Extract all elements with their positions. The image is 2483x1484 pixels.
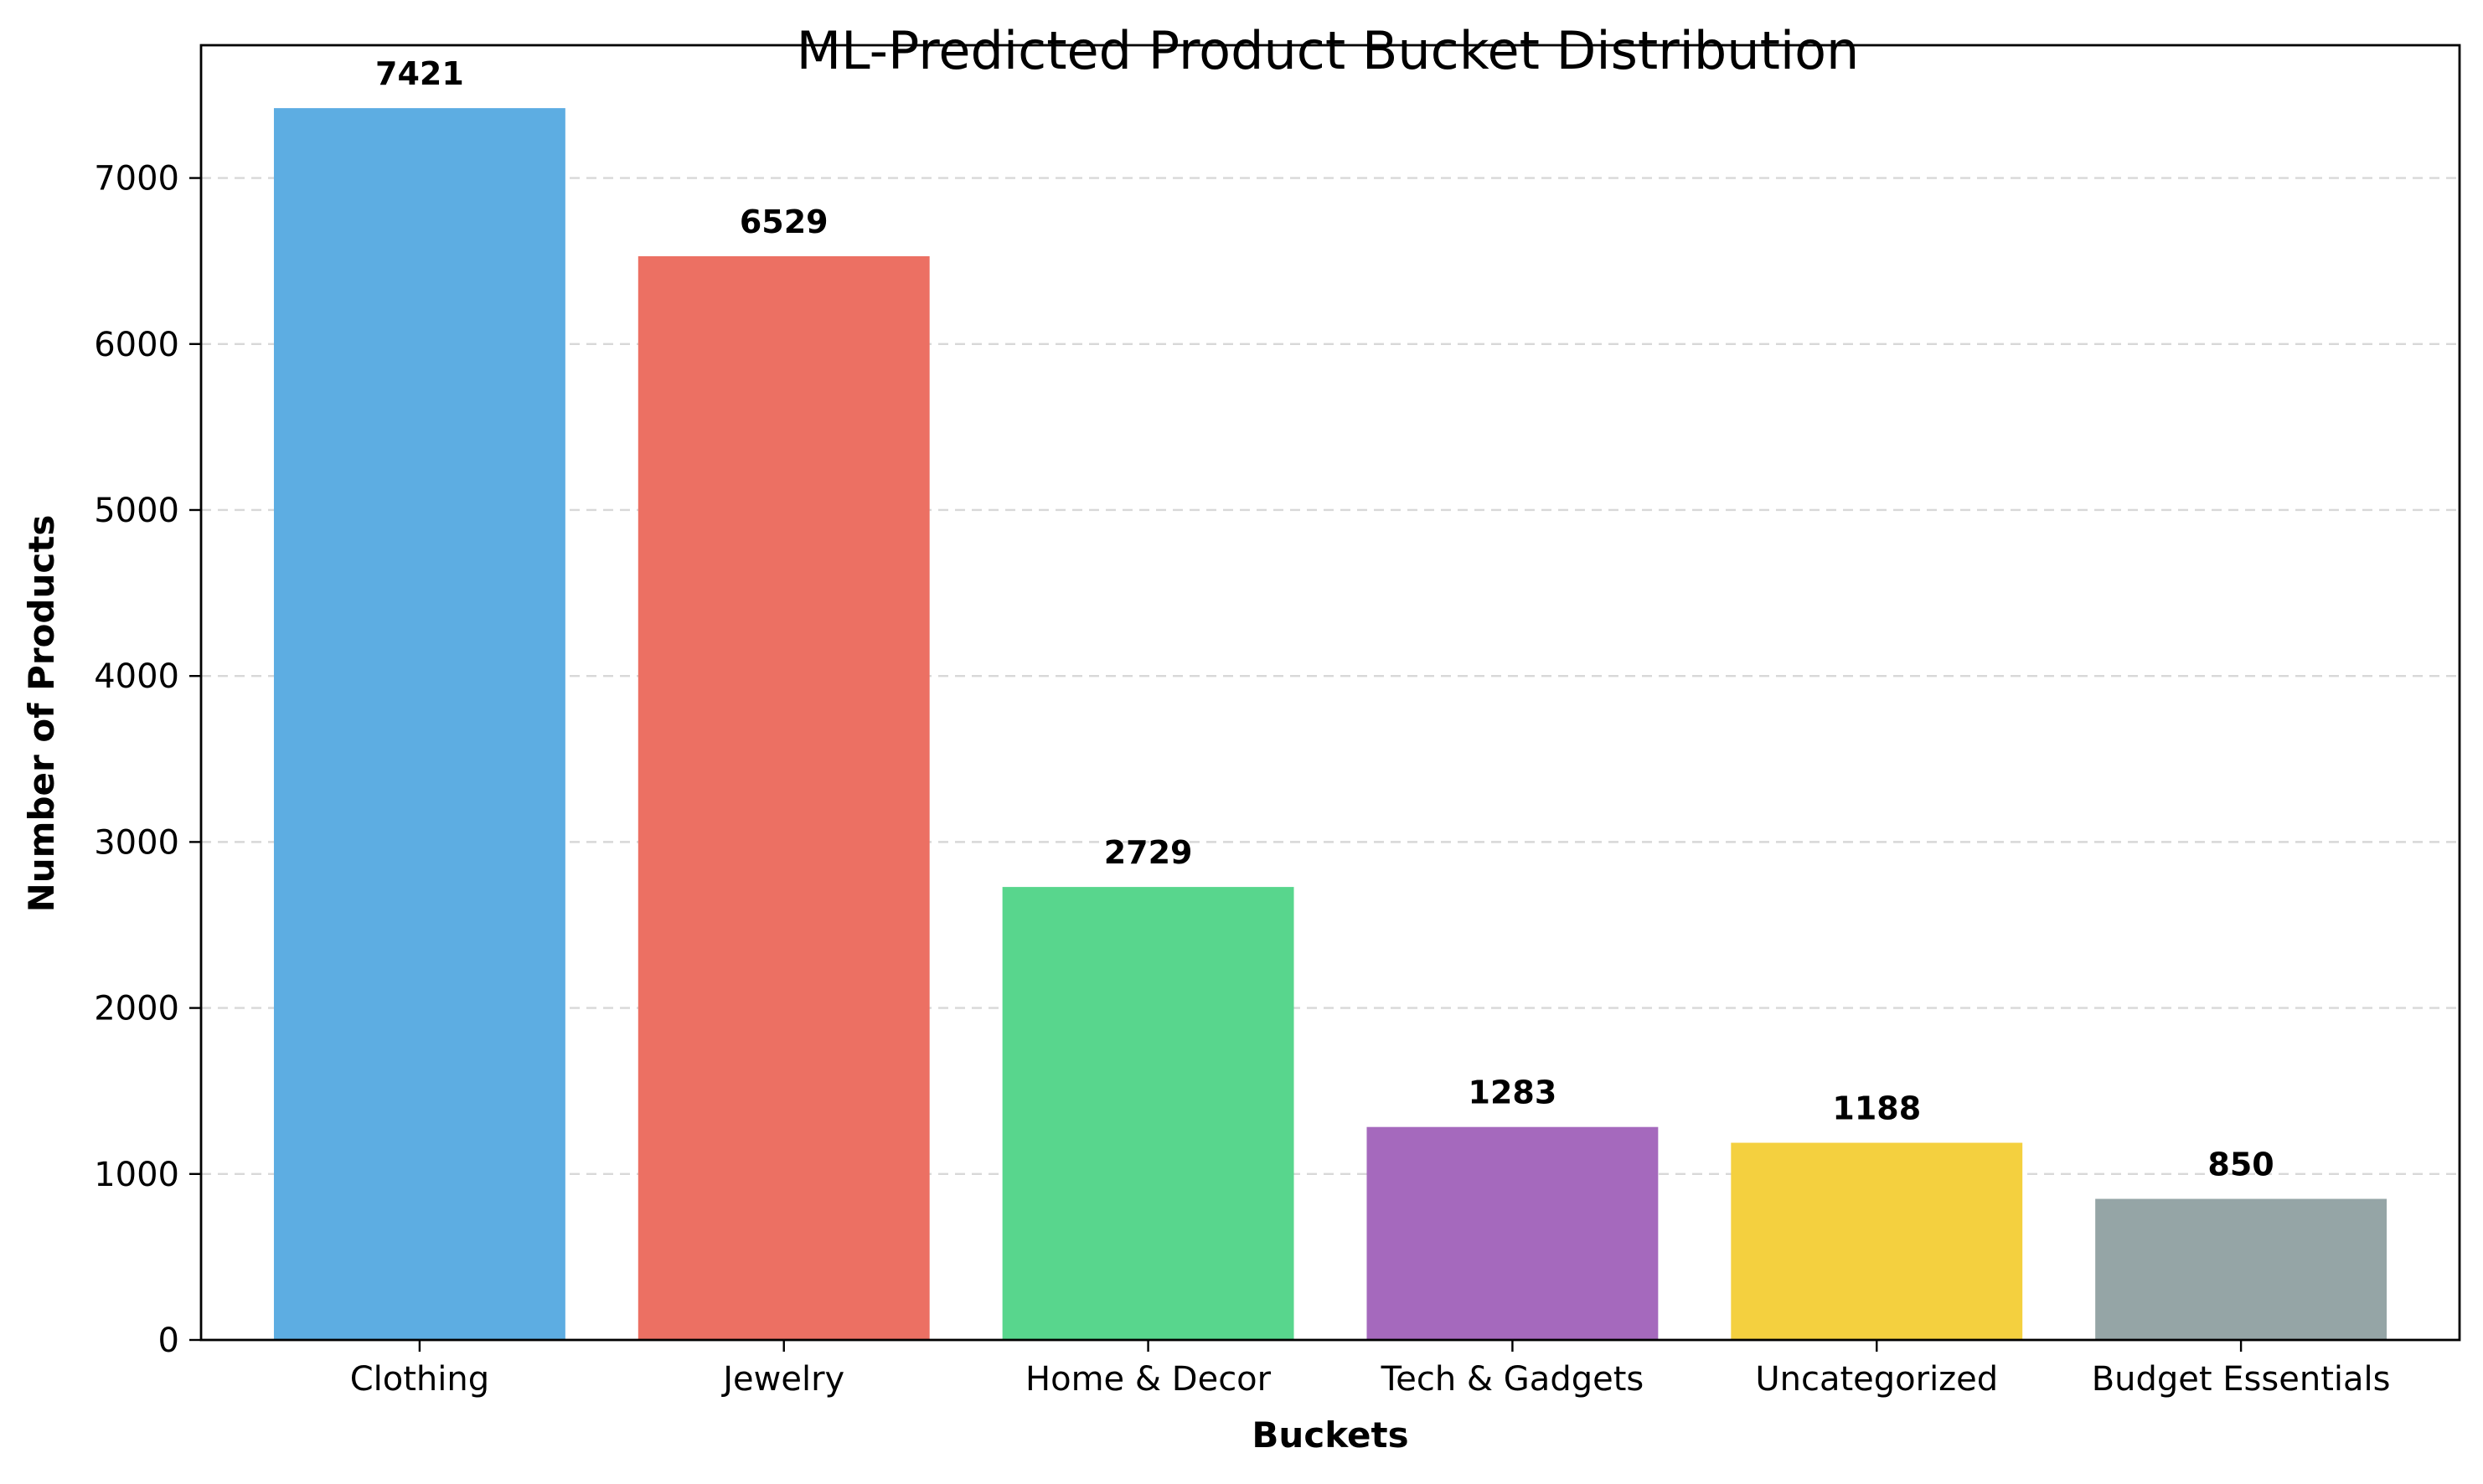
x-tick-label: Home & Decor [1025, 1360, 1272, 1399]
x-tick-label: Jewelry [720, 1360, 844, 1399]
grid-layer [201, 177, 2460, 1175]
y-tick-label: 4000 [94, 657, 179, 696]
bar [1002, 887, 1294, 1340]
y-tick-label: 2000 [94, 990, 179, 1028]
bar-layer [273, 108, 2388, 1341]
x-tick-label: Clothing [350, 1360, 489, 1399]
y-tick-label: 6000 [94, 326, 179, 364]
x-tick-label: Tech & Gadgets [1381, 1360, 1644, 1399]
y-tick-label: 5000 [94, 492, 179, 530]
bar [2095, 1198, 2388, 1340]
data-label-layer: 7421 6529 2729 1283 1188 850 [375, 55, 2274, 1183]
y-tick-label: 7000 [94, 160, 179, 198]
x-tick-label: Budget Essentials [2092, 1360, 2391, 1399]
x-tick-label: Uncategorized [1755, 1360, 1998, 1399]
y-tick-label: 3000 [94, 823, 179, 862]
x-axis-title: Buckets [1252, 1414, 1408, 1456]
plot-frame [199, 44, 2461, 1342]
y-tick-label: 1000 [94, 1156, 179, 1194]
data-label: 1283 [1469, 1074, 1557, 1111]
chart-title: ML-Predicted Product Bucket Distribution [797, 20, 1860, 81]
bar [638, 255, 930, 1341]
bar [273, 108, 565, 1340]
bar [1731, 1142, 2023, 1340]
data-label: 1188 [1832, 1090, 1921, 1127]
data-label: 2729 [1104, 834, 1193, 871]
axis-layer: 0 1000 2000 3000 4000 5000 6000 7000 Clothing Jew… [94, 44, 2461, 1399]
bar [1366, 1126, 1659, 1340]
y-tick-label: 0 [158, 1322, 179, 1360]
data-label: 7421 [375, 55, 464, 92]
data-label: 6529 [740, 204, 829, 240]
y-axis-title: Number of Products [21, 515, 62, 913]
data-label: 850 [2207, 1146, 2274, 1183]
